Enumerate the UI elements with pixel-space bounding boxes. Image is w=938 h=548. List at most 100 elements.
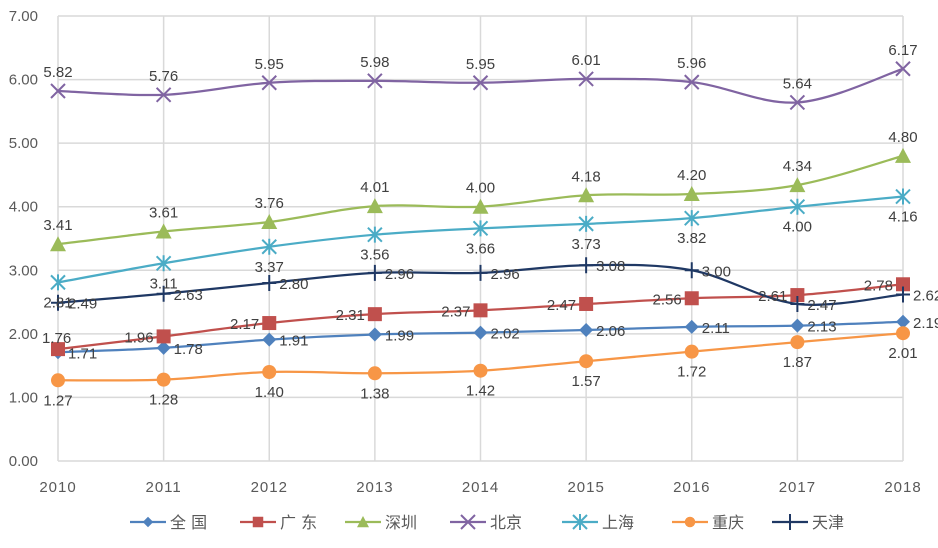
- series-4: [50, 61, 911, 111]
- data-point: [790, 288, 805, 303]
- data-label: 1.71: [68, 345, 97, 362]
- data-point: [790, 335, 805, 350]
- x-tick-label: 2014: [462, 479, 499, 496]
- data-point: [579, 257, 594, 274]
- data-point: [789, 94, 806, 111]
- x-tick-label: 2013: [356, 479, 393, 496]
- y-tick-label: 2.00: [9, 326, 38, 343]
- data-point: [895, 188, 911, 205]
- data-point: [896, 326, 910, 341]
- data-point: [262, 316, 277, 331]
- data-label: 5.96: [677, 55, 706, 72]
- data-label: 2.80: [279, 276, 308, 293]
- data-point: [51, 373, 65, 388]
- y-tick-label: 0.00: [9, 453, 38, 470]
- data-point: [366, 198, 383, 214]
- data-label: 3.37: [255, 259, 284, 276]
- legend-item-2: 广 东: [240, 513, 317, 532]
- data-label: 2.56: [653, 291, 682, 308]
- y-tick-label: 3.00: [9, 262, 38, 279]
- x-tick-label: 2012: [251, 479, 288, 496]
- data-label: 2.62: [913, 287, 938, 304]
- legend-marker-icon: [357, 516, 369, 528]
- data-label: 5.95: [466, 56, 495, 73]
- data-point: [789, 177, 806, 193]
- data-point: [895, 147, 911, 163]
- legend: 全 国 广 东 深圳 北京 上海 重庆 天津: [130, 513, 844, 532]
- data-point: [367, 307, 382, 322]
- data-point: [683, 186, 700, 201]
- data-point: [684, 319, 699, 334]
- data-label: 5.64: [783, 75, 812, 92]
- data-label: 3.73: [572, 236, 601, 253]
- data-label: 2.01: [888, 345, 917, 362]
- data-point: [367, 327, 382, 342]
- legend-item-4: 北京: [450, 513, 522, 532]
- data-label: 4.00: [783, 219, 812, 236]
- legend-label: 全 国: [170, 513, 207, 532]
- x-tick-label: 2011: [145, 479, 181, 496]
- data-label: 2.49: [68, 296, 97, 313]
- data-label: 3.66: [466, 240, 495, 257]
- x-tick-label: 2010: [39, 479, 76, 496]
- y-tick-label: 7.00: [9, 8, 38, 25]
- data-label: 2.02: [491, 326, 520, 343]
- data-point: [367, 366, 382, 381]
- data-point: [51, 342, 65, 357]
- y-tick-label: 5.00: [9, 135, 38, 152]
- data-label: 1.99: [385, 327, 414, 344]
- legend-label: 北京: [490, 513, 522, 532]
- y-axis: 0.00 1.00 2.00 3.00 4.00 5.00 6.00 7.00: [9, 8, 38, 470]
- data-point: [684, 74, 700, 90]
- legend-label: 上海: [602, 513, 634, 532]
- x-axis: 2010 2011 2012 2013 2014 2015 2016 2017 2018: [39, 479, 921, 496]
- y-tick-label: 6.00: [9, 72, 38, 89]
- data-point: [578, 71, 594, 87]
- data-label: 4.34: [783, 158, 812, 175]
- data-label: 2.96: [491, 266, 520, 283]
- data-label: 3.41: [43, 217, 72, 234]
- data-point: [262, 332, 277, 347]
- y-tick-label: 4.00: [9, 199, 38, 216]
- data-point: [896, 286, 910, 303]
- data-label: 2.19: [913, 315, 938, 332]
- data-label: 1.27: [43, 392, 72, 409]
- data-point: [684, 210, 700, 227]
- data-label: 2.61: [758, 288, 787, 305]
- data-label: 6.01: [572, 52, 601, 69]
- data-point: [367, 73, 383, 89]
- data-label: 2.37: [441, 303, 470, 320]
- data-point: [472, 220, 489, 237]
- data-point: [261, 75, 277, 91]
- data-label: 3.56: [360, 247, 389, 264]
- data-point: [155, 255, 172, 272]
- data-label: 1.40: [255, 384, 284, 401]
- data-label: 1.72: [677, 364, 706, 381]
- data-label: 5.95: [255, 56, 284, 73]
- data-point: [473, 363, 488, 378]
- legend-label: 重庆: [712, 513, 744, 532]
- data-point: [51, 294, 65, 311]
- data-point: [579, 323, 594, 338]
- data-point: [896, 314, 910, 329]
- data-point: [367, 264, 382, 281]
- series-3: [50, 147, 911, 252]
- data-label: 4.16: [888, 209, 917, 226]
- x-tick-label: 2018: [884, 479, 921, 496]
- data-label: 3.61: [149, 205, 178, 222]
- data-label: 2.11: [702, 320, 730, 337]
- x-tick-label: 2017: [779, 479, 816, 496]
- data-point: [155, 223, 172, 239]
- data-label: 2.31: [336, 307, 365, 324]
- x-tick-label: 2016: [673, 479, 710, 496]
- data-label: 1.91: [279, 333, 308, 350]
- data-label: 2.96: [385, 266, 414, 283]
- data-label: 3.11: [150, 275, 178, 292]
- data-point: [790, 318, 805, 333]
- data-point: [790, 295, 805, 312]
- data-point: [578, 215, 594, 232]
- data-point: [50, 83, 66, 99]
- legend-marker-icon: [684, 516, 696, 528]
- data-label: 3.00: [702, 263, 731, 280]
